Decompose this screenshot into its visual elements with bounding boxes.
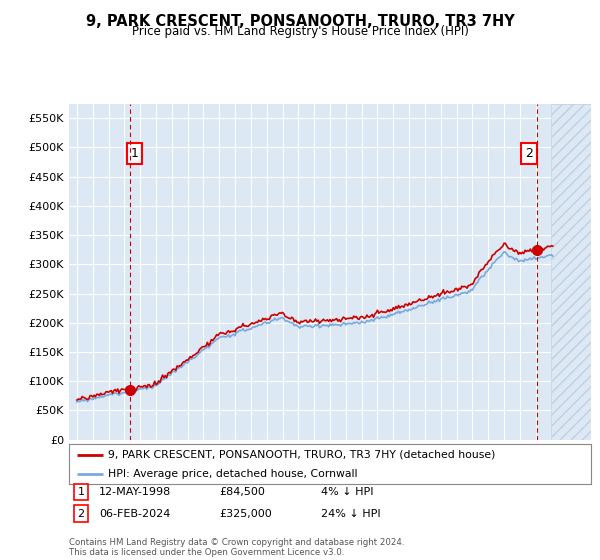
Text: 12-MAY-1998: 12-MAY-1998 bbox=[99, 487, 171, 497]
Text: 9, PARK CRESCENT, PONSANOOTH, TRURO, TR3 7HY (detached house): 9, PARK CRESCENT, PONSANOOTH, TRURO, TR3… bbox=[108, 450, 496, 460]
Text: 06-FEB-2024: 06-FEB-2024 bbox=[99, 508, 170, 519]
Text: 1: 1 bbox=[131, 147, 139, 160]
Text: £84,500: £84,500 bbox=[219, 487, 265, 497]
Text: 24% ↓ HPI: 24% ↓ HPI bbox=[321, 508, 380, 519]
Text: HPI: Average price, detached house, Cornwall: HPI: Average price, detached house, Corn… bbox=[108, 469, 358, 478]
Text: £325,000: £325,000 bbox=[219, 508, 272, 519]
Text: 1: 1 bbox=[77, 487, 85, 497]
Text: Price paid vs. HM Land Registry's House Price Index (HPI): Price paid vs. HM Land Registry's House … bbox=[131, 25, 469, 38]
Text: 4% ↓ HPI: 4% ↓ HPI bbox=[321, 487, 373, 497]
Text: Contains HM Land Registry data © Crown copyright and database right 2024.
This d: Contains HM Land Registry data © Crown c… bbox=[69, 538, 404, 557]
Text: 2: 2 bbox=[77, 508, 85, 519]
Text: 9, PARK CRESCENT, PONSANOOTH, TRURO, TR3 7HY: 9, PARK CRESCENT, PONSANOOTH, TRURO, TR3… bbox=[86, 14, 514, 29]
Text: 2: 2 bbox=[525, 147, 533, 160]
